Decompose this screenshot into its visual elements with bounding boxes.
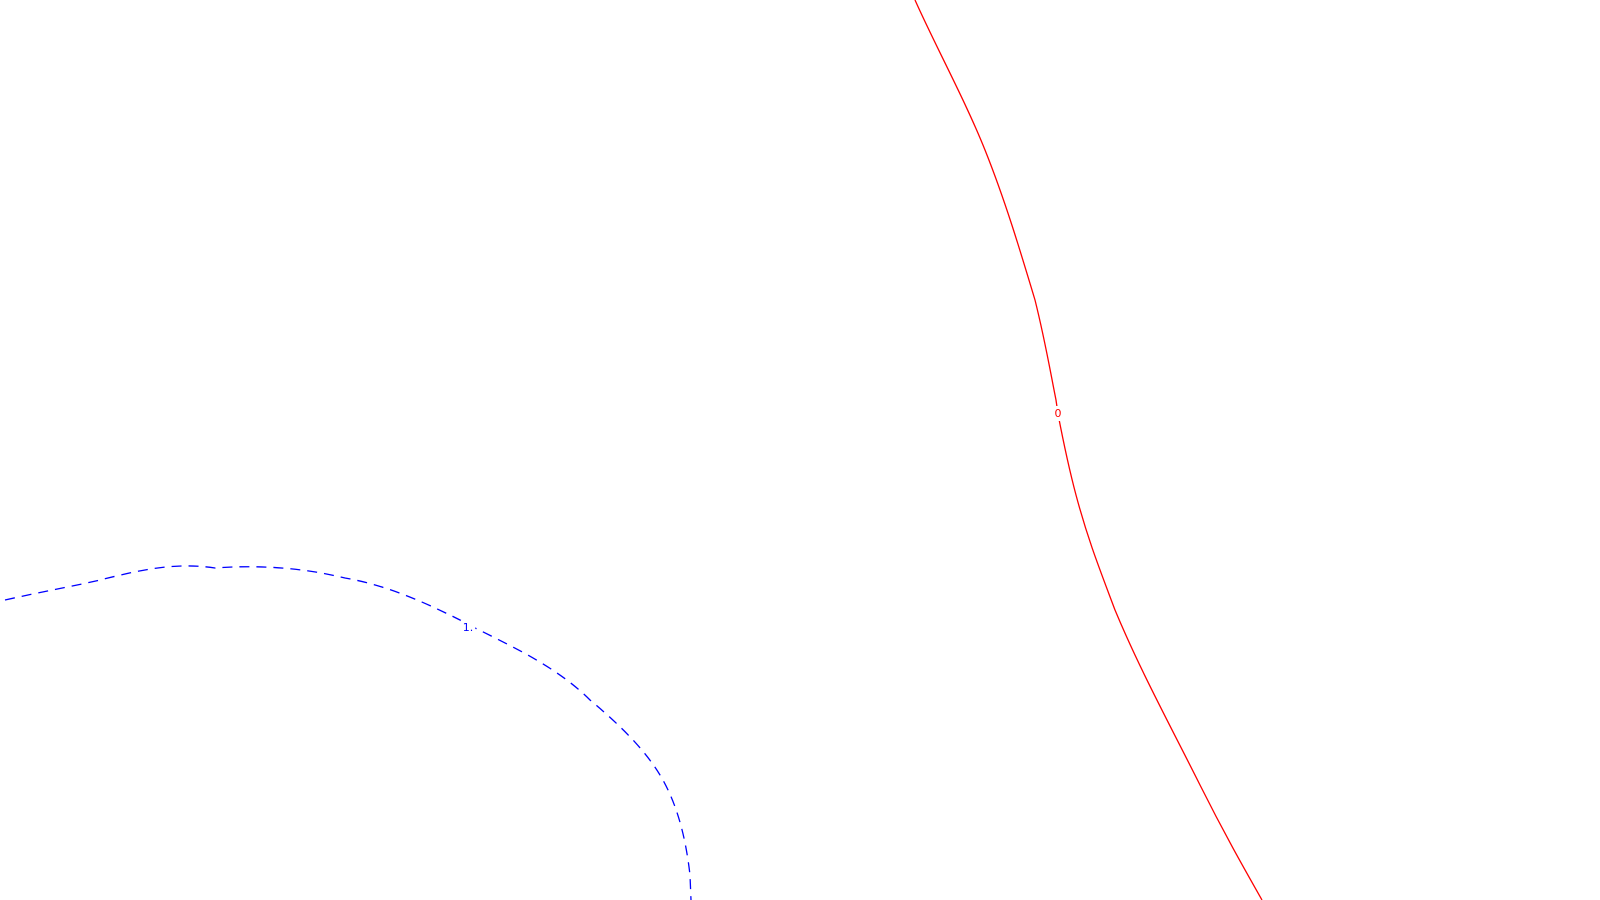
contour-one: 1. <box>4 565 692 900</box>
contour-label-zero: 0 <box>1055 407 1062 420</box>
label-background <box>460 620 476 635</box>
contour-line-one <box>4 565 692 900</box>
label-background <box>1052 406 1064 421</box>
contour-label-one: 1. <box>463 621 474 634</box>
contour-zero: 0 <box>914 0 1263 900</box>
contour-line-zero <box>914 0 1263 900</box>
